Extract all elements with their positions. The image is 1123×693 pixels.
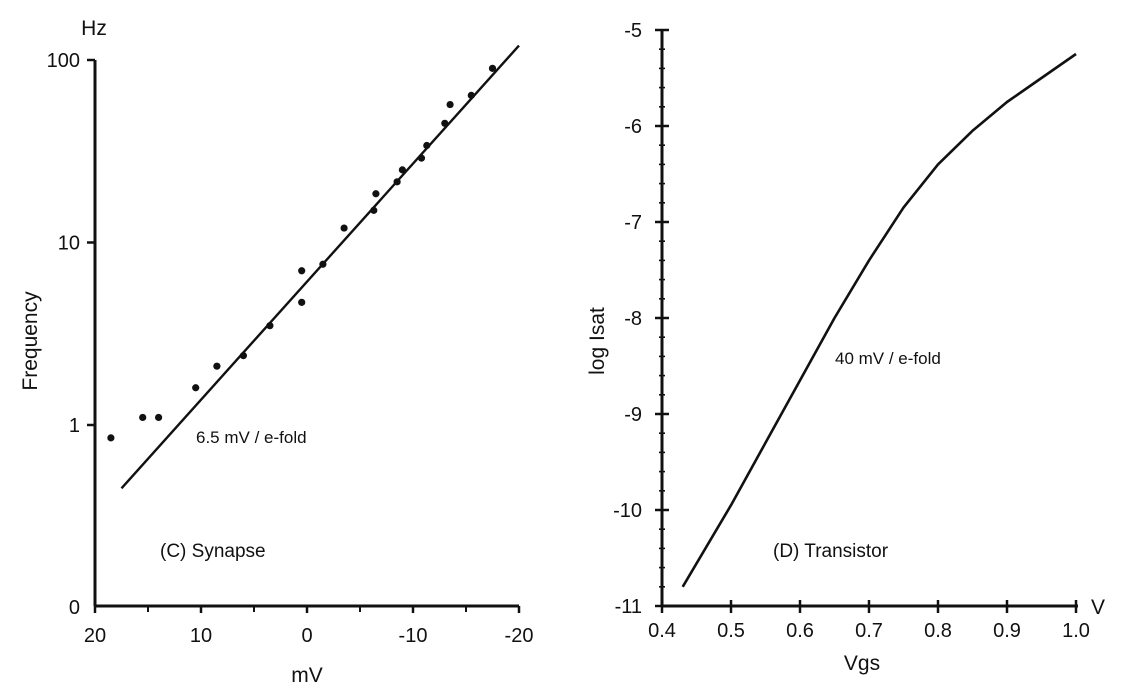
x-unit-label: V [1091, 596, 1105, 619]
data-point [155, 413, 163, 422]
data-point [107, 434, 115, 442]
ticks: 0.4 0.5 0.6 0.7 0.8 0.9 1.0 -11 -10 -9 -8 -7 -6 -5 [613, 20, 1090, 642]
x-tick-label: 1.0 [1062, 620, 1090, 642]
data-point [298, 267, 306, 275]
slope-annotation: 40 mV / e-fold [835, 349, 941, 368]
y-tick-label: -9 [624, 404, 642, 426]
data-point [488, 64, 497, 72]
slope-annotation: 6.5 mV / e-fold [196, 428, 307, 447]
y-axis-label: Frequency [19, 291, 42, 391]
y-tick-label: 10 [58, 233, 80, 255]
x-tick-label: -20 [505, 625, 534, 647]
x-tick-label: -10 [399, 625, 428, 647]
data-point [192, 384, 200, 392]
x-tick-label: 0.5 [717, 620, 745, 642]
y-unit-label: Hz [81, 17, 107, 40]
x-tick-label: 0.7 [855, 620, 883, 642]
x-axis-label: mV [291, 664, 323, 687]
y-tick-label: -8 [624, 308, 642, 330]
x-tick-label: 0.8 [924, 620, 952, 642]
y-tick-label: -7 [624, 212, 642, 234]
panel-label: (D) Transistor [773, 541, 889, 562]
x-tick-label: 0.4 [648, 620, 676, 642]
panel-transistor: V log Isat Vgs (D) Transistor 40 mV / e-… [586, 20, 1105, 675]
y-tick-label: -10 [613, 500, 642, 522]
data-point [298, 298, 306, 306]
x-tick-label: 10 [190, 625, 212, 647]
data-point [446, 100, 454, 109]
y-tick-label: 1 [69, 415, 80, 437]
panel-synapse: Hz 0 Frequency mV (C) Synapse 6.5 mV / e… [19, 17, 533, 687]
y-tick-label: -6 [624, 116, 642, 138]
panel-label: (C) Synapse [160, 541, 266, 562]
data-point [340, 224, 348, 232]
fit-line [120, 44, 520, 490]
y-tick-label: 100 [47, 50, 80, 72]
x-tick-label: 0 [301, 625, 312, 647]
x-tick-label: 0.6 [786, 620, 814, 642]
y-axis-label: log Isat [586, 307, 609, 375]
x-axis-label: Vgs [844, 652, 880, 675]
data-marks [681, 52, 1077, 588]
data-point [372, 190, 380, 198]
data-point [139, 413, 147, 422]
y-tick-label: -11 [615, 596, 642, 618]
x-tick-label: 20 [84, 625, 106, 647]
data-marks [107, 44, 520, 490]
series-line [681, 52, 1077, 588]
data-point [213, 362, 221, 370]
y-origin-label: 0 [69, 597, 80, 619]
x-tick-label: 0.9 [993, 620, 1021, 642]
y-tick-label: -5 [624, 20, 642, 42]
